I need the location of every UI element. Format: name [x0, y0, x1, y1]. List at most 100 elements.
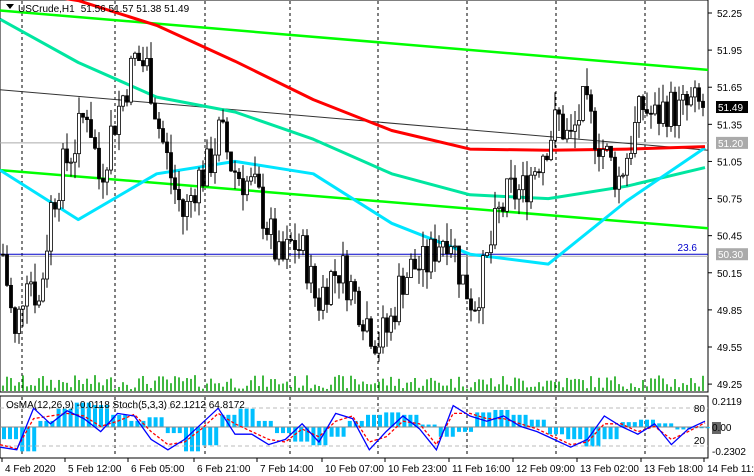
candle — [681, 85, 685, 115]
candle-body — [661, 101, 665, 124]
candle-body — [309, 265, 313, 284]
osma-bar — [275, 427, 279, 434]
main-chart-area[interactable] — [0, 0, 709, 393]
candle — [513, 165, 517, 210]
price-tick-label: 49.85 — [717, 306, 742, 317]
price-tick-label: 52.25 — [717, 9, 742, 20]
candle — [525, 161, 529, 221]
candle — [345, 249, 349, 312]
time-tick-label: 5 Feb 12:00 — [68, 464, 122, 475]
candle — [89, 101, 93, 138]
candle — [561, 105, 565, 141]
candle-body — [157, 118, 161, 129]
candle — [521, 161, 525, 203]
candle — [257, 166, 261, 189]
candle — [269, 207, 273, 250]
candle — [509, 159, 513, 193]
candle — [533, 167, 537, 180]
candle-body — [237, 171, 241, 179]
candle-body — [385, 317, 389, 333]
candle-body — [37, 300, 41, 306]
candle — [637, 95, 641, 138]
candle-body — [297, 249, 301, 251]
candle-body — [229, 151, 233, 172]
osma-bar — [681, 427, 686, 430]
price-tick-label: 51.05 — [717, 157, 742, 168]
candle — [313, 263, 317, 307]
candle — [321, 274, 325, 320]
osma-bar — [80, 402, 85, 427]
candle-body — [493, 208, 497, 246]
candle — [13, 306, 17, 343]
osma-bar — [86, 402, 91, 427]
symbol-label: USCrude,H1 — [18, 4, 75, 15]
candle-body — [49, 202, 53, 252]
chart-menu-triangle-icon[interactable] — [6, 4, 14, 9]
candle — [517, 184, 521, 215]
osma-bar — [475, 412, 480, 427]
candle — [181, 198, 185, 235]
candle-body — [317, 297, 321, 311]
stoch-level-20-label: 20 — [694, 436, 706, 447]
candle — [193, 188, 197, 212]
candle-body — [341, 255, 345, 284]
candle-body — [537, 171, 541, 174]
candle — [261, 173, 265, 240]
candle-body — [561, 113, 565, 140]
osma-bar — [14, 427, 18, 440]
indicator-max-label: 0.2119 — [712, 397, 742, 408]
candle-body — [325, 286, 329, 305]
osma-bar — [347, 420, 352, 427]
osma-bar — [190, 427, 194, 452]
osma-bar — [426, 424, 431, 427]
candle-body — [105, 169, 109, 183]
time-tick-label: 12 Feb 09:00 — [516, 464, 575, 475]
candle-body — [257, 173, 261, 188]
osma-bar — [378, 414, 382, 427]
candle-body — [273, 218, 277, 260]
candle-body — [637, 96, 641, 123]
osma-bar — [438, 427, 443, 437]
candle — [21, 305, 25, 327]
osma-bar — [147, 417, 152, 427]
candle-body — [389, 315, 393, 333]
candle — [5, 245, 9, 287]
osma-bar — [123, 414, 128, 427]
osma-bar — [548, 427, 552, 435]
candle — [273, 208, 277, 262]
candle — [673, 86, 677, 138]
candle — [53, 198, 57, 218]
candle-body — [441, 240, 445, 248]
candle — [693, 80, 697, 113]
candle-body — [473, 309, 477, 312]
candle — [553, 92, 557, 148]
candle-body — [461, 274, 465, 285]
candle — [497, 201, 501, 224]
candle-body — [593, 110, 597, 150]
candle — [609, 145, 613, 162]
candle-body — [401, 275, 405, 295]
candle-body — [433, 238, 437, 262]
candle — [505, 178, 509, 218]
candle — [245, 175, 249, 202]
candle-body — [677, 99, 681, 126]
time-tick-label: 14 Feb 11:00 — [707, 464, 754, 475]
candle-body — [445, 240, 449, 254]
candle — [641, 94, 645, 121]
candle-body — [117, 105, 121, 135]
osma-bar — [105, 405, 109, 427]
candle-body — [349, 281, 353, 301]
candle-body — [345, 255, 349, 301]
osma-bar — [184, 427, 188, 452]
candle-body — [429, 238, 433, 273]
osma-bar — [256, 420, 261, 427]
candle — [605, 143, 609, 152]
candle — [485, 252, 489, 259]
candle — [633, 106, 637, 158]
candle-body — [145, 58, 149, 67]
candle — [25, 275, 29, 324]
candle — [657, 87, 661, 136]
candle — [557, 107, 561, 131]
candle-body — [193, 195, 197, 204]
